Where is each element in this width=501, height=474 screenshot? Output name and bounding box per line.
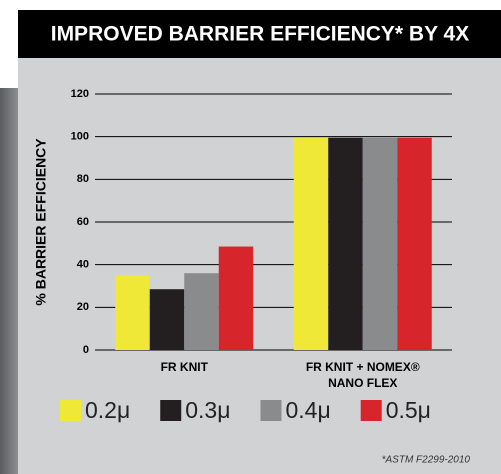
legend-swatch [160, 400, 181, 421]
legend-swatch [361, 400, 382, 421]
fabric-image [0, 88, 18, 474]
bar [294, 138, 329, 350]
legend-label: 0.4μ [285, 397, 330, 423]
label-line: FR KNIT + NOMEX® [306, 360, 420, 374]
label-line: NANO FLEX [328, 376, 397, 390]
y-tick-label: 60 [77, 216, 89, 228]
bar [328, 138, 363, 350]
y-tick-label: 120 [71, 88, 89, 100]
y-tick-label: 100 [71, 131, 89, 143]
y-tick-label: 20 [77, 301, 89, 313]
bar [363, 138, 398, 350]
bar [150, 289, 185, 350]
y-tick-label: 40 [77, 259, 89, 271]
x-tick-label: FR KNIT [161, 360, 209, 374]
footnote: *ASTM F2299-2010 [382, 455, 471, 466]
chart-title: IMPROVED BARRIER EFFICIENCY* BY 4X [51, 23, 470, 46]
y-tick-label: 80 [77, 173, 89, 185]
y-axis-label: % BARRIER EFFICIENCY [33, 138, 49, 306]
bar [219, 247, 254, 350]
bar [397, 138, 432, 350]
bar [115, 275, 150, 350]
legend-label: 0.5μ [386, 397, 431, 423]
chart: IMPROVED BARRIER EFFICIENCY* BY 4X % BAR… [0, 0, 501, 474]
legend-label: 0.3μ [185, 397, 230, 423]
legend-swatch [260, 400, 281, 421]
legend-label: 0.2μ [85, 397, 130, 423]
bar [184, 273, 219, 350]
legend-swatch [60, 400, 81, 421]
y-tick-label: 0 [83, 344, 89, 356]
